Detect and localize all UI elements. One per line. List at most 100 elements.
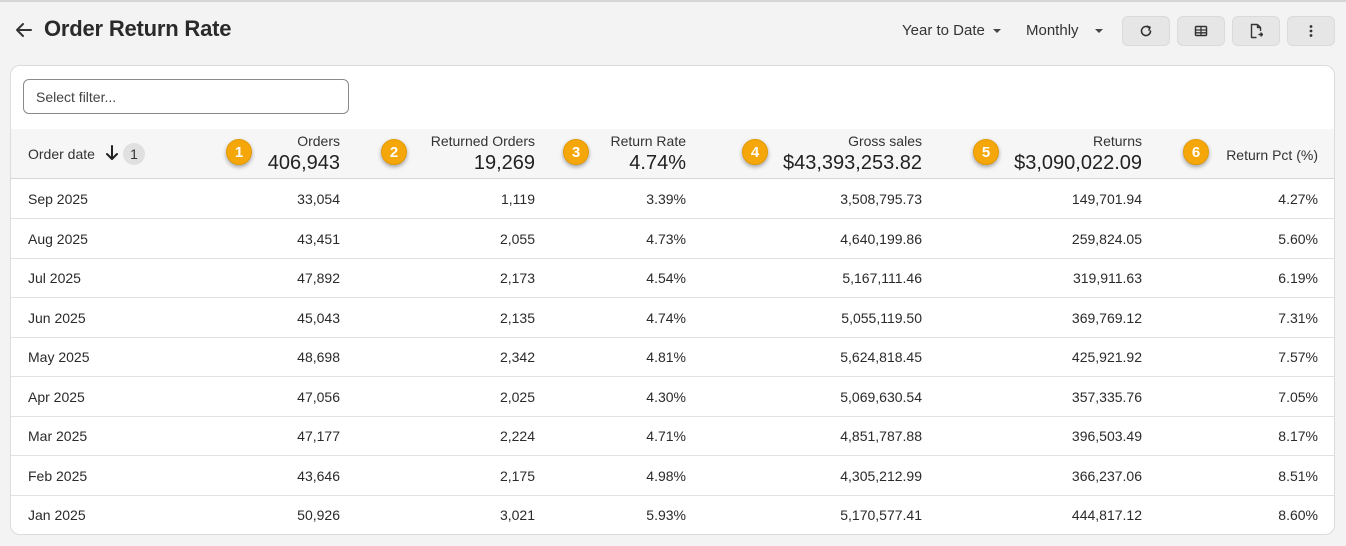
table-row[interactable]: Mar 2025 47,177 2,224 4.71% 4,851,787.88… [11,416,1334,456]
returned-orders-cell: 2,224 [499,428,535,444]
return-pct-cell: 7.05% [1278,388,1318,405]
table-row[interactable]: Feb 2025 43,646 2,175 4.98% 4,305,212.99… [11,456,1334,496]
return-pct-cell: 5.60% [1278,230,1318,247]
gross-sales-total: $43,393,253.82 [782,152,922,174]
returns-column-label[interactable]: Returns [1092,133,1142,149]
return-rate-cell: 3.39% [646,191,686,207]
return-rate-cell: 5.93% [646,507,686,523]
returns-cell: 444,817.12 [1071,507,1142,523]
return-rate-cell: 4.71% [646,428,686,444]
return-rate-cell: 4.54% [646,270,686,286]
returned-orders-cell: 2,055 [499,230,535,247]
order-date-cell: Jan 2025 [28,507,86,523]
returns-cell: 396,503.49 [1071,428,1142,444]
period-dropdown[interactable]: Year to Date [902,22,1001,39]
gross-sales-cell: 3,508,795.73 [840,191,922,207]
table-row[interactable]: Jul 2025 47,892 2,173 4.54% 5,167,111.46… [11,258,1334,298]
column-marker: 2 [381,139,407,165]
returned-orders-cell: 3,021 [499,507,535,523]
orders-cell: 47,177 [297,428,340,444]
arrow-left-icon [16,23,32,37]
export-button[interactable] [1232,16,1280,46]
table-view-button[interactable] [1177,16,1225,46]
more-options-button[interactable] [1287,16,1335,46]
returns-cell: 357,335.76 [1071,388,1142,405]
order-date-cell: May 2025 [28,349,90,365]
page-title: Order Return Rate [44,16,232,41]
order-date-cell: Jul 2025 [28,270,81,286]
orders-cell: 43,646 [297,467,340,484]
sort-descending-icon[interactable] [104,144,120,162]
column-marker: 1 [226,139,252,165]
return-rate-total: 4.74% [629,152,686,174]
order-date-cell: Mar 2025 [28,428,88,444]
gross-sales-cell: 5,069,630.54 [840,388,922,405]
table-row[interactable]: Aug 2025 43,451 2,055 4.73% 4,640,199.86… [11,219,1334,259]
orders-cell: 50,926 [297,507,340,523]
gross-sales-cell: 5,055,119.50 [841,309,922,326]
returned-orders-cell: 2,025 [499,388,535,405]
returns-cell: 425,921.92 [1071,349,1142,365]
granularity-dropdown[interactable]: Monthly [1026,22,1103,39]
return-pct-cell: 7.31% [1278,309,1318,326]
orders-cell: 47,892 [297,270,340,286]
gross-sales-cell: 5,167,111.46 [842,270,922,286]
filter-input[interactable] [23,79,349,114]
orders-cell: 48,698 [297,349,340,365]
order-date-cell: Sep 2025 [28,191,88,207]
gross-sales-cell: 4,640,199.86 [840,230,922,247]
returned-orders-cell: 2,135 [499,309,535,326]
sort-order-badge: 1 [123,143,145,165]
order-date-cell: Aug 2025 [28,230,88,247]
orders-cell: 47,056 [297,388,340,405]
returned-orders-total: 19,269 [473,152,535,174]
order-date-cell: Jun 2025 [28,309,86,326]
column-marker: 3 [563,139,589,165]
orders-cell: 33,054 [297,191,340,207]
return-rate-cell: 4.74% [646,309,686,326]
period-dropdown-label: Year to Date [902,22,985,39]
back-button[interactable] [14,20,34,40]
returned-orders-cell: 1,119 [501,191,535,207]
top-border [0,0,1346,2]
gross-sales-cell: 5,624,818.45 [840,349,922,365]
gross-sales-cell: 4,305,212.99 [840,467,922,484]
table-icon [1194,25,1208,37]
return-pct-cell: 7.57% [1278,349,1318,365]
table-row[interactable]: May 2025 48,698 2,342 4.81% 5,624,818.45… [11,337,1334,377]
returns-cell: 149,701.94 [1071,191,1142,207]
gross-sales-cell: 5,170,577.41 [840,507,922,523]
return-pct-cell: 8.51% [1278,467,1318,484]
granularity-dropdown-label: Monthly [1026,22,1079,39]
return-pct-cell: 8.60% [1278,507,1318,523]
returned-orders-column-label[interactable]: Returned Orders [430,133,535,149]
export-icon [1250,23,1263,39]
return-rate-cell: 4.98% [646,467,686,484]
refresh-icon [1140,25,1152,37]
table-row[interactable]: Sep 2025 33,054 1,119 3.39% 3,508,795.73… [11,179,1334,219]
orders-cell: 45,043 [297,309,340,326]
gross-sales-column-label[interactable]: Gross sales [848,133,922,149]
more-vertical-icon [1309,25,1313,37]
return-pct-column-label[interactable]: Return Pct (%) [1226,147,1318,163]
return-rate-cell: 4.30% [646,388,686,405]
order-date-cell: Apr 2025 [28,388,85,405]
order-date-label: Order date [28,146,95,162]
return-rate-cell: 4.73% [646,230,686,247]
returned-orders-cell: 2,342 [499,349,535,365]
orders-cell: 43,451 [297,230,340,247]
returns-cell: 319,911.63 [1072,270,1142,286]
return-pct-cell: 4.27% [1278,191,1318,207]
returned-orders-cell: 2,173 [499,270,535,286]
report-card: Order date 1 1 Orders 406,943 2 Returned… [10,65,1335,535]
table-header: Order date 1 1 Orders 406,943 2 Returned… [11,129,1334,179]
return-rate-column-label[interactable]: Return Rate [610,133,686,149]
refresh-button[interactable] [1122,16,1170,46]
return-pct-cell: 8.17% [1278,428,1318,444]
table-row[interactable]: Apr 2025 47,056 2,025 4.30% 5,069,630.54… [11,377,1334,417]
orders-column-label[interactable]: Orders [297,133,340,149]
table-row[interactable]: Jun 2025 45,043 2,135 4.74% 5,055,119.50… [11,298,1334,338]
return-rate-cell: 4.81% [646,349,686,365]
table-row[interactable]: Jan 2025 50,926 3,021 5.93% 5,170,577.41… [11,495,1334,534]
return-pct-cell: 6.19% [1278,270,1318,286]
